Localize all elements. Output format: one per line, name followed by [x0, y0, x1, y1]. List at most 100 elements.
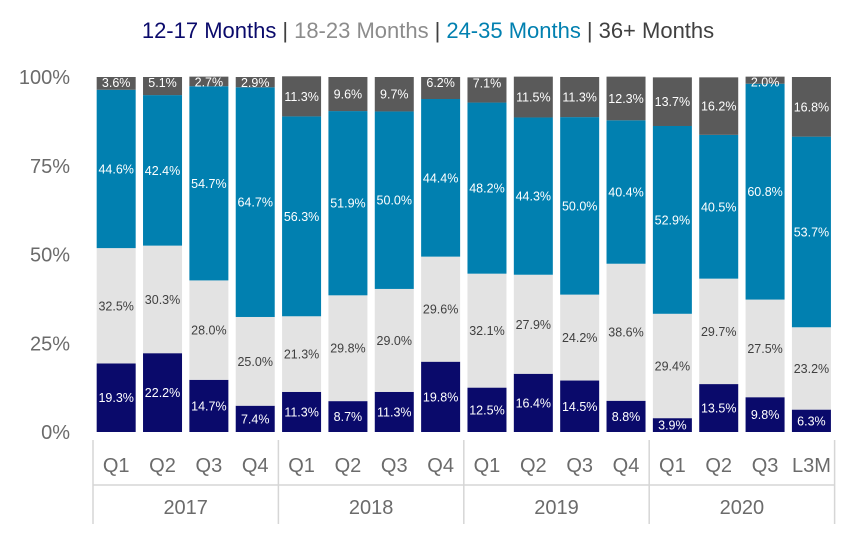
bar-segment-12-17-months — [560, 380, 600, 432]
y-tick-label: 0% — [41, 422, 70, 444]
data-label: 2.7% — [195, 76, 224, 90]
group-label: 2017 — [163, 497, 208, 519]
bar-segment-36-plus-months — [467, 77, 507, 103]
bar-segment-18-23-months — [791, 327, 831, 410]
bar-segment-12-17-months — [189, 379, 229, 432]
bar-segment-24-35-months — [96, 89, 136, 249]
data-label: 32.1% — [469, 324, 504, 338]
data-label: 48.2% — [469, 182, 504, 196]
data-label: 40.5% — [701, 200, 736, 214]
x-tick-label: Q1 — [288, 455, 315, 477]
bar-segment-36-plus-months — [143, 77, 183, 96]
data-label: 11.3% — [377, 405, 412, 419]
data-label: 50.0% — [377, 194, 412, 208]
bar-segment-24-35-months — [282, 116, 322, 317]
bar-segment-24-35-months — [652, 125, 692, 314]
x-tick-label: Q1 — [103, 455, 130, 477]
legend-item-24-35-months: 24-35 Months — [446, 18, 581, 43]
x-tick-label: Q1 — [474, 455, 501, 477]
bar-segment-18-23-months — [282, 316, 322, 392]
data-label: 30.3% — [145, 293, 180, 307]
data-label: 5.1% — [148, 76, 177, 90]
x-tick-label: Q3 — [196, 455, 223, 477]
data-label: 11.3% — [284, 405, 319, 419]
data-label: 11.3% — [284, 90, 319, 104]
data-label: 8.7% — [334, 410, 363, 424]
bar-segment-18-23-months — [745, 299, 785, 398]
bar-segment-12-17-months — [467, 387, 507, 432]
bar-segment-24-35-months — [467, 102, 507, 274]
x-tick-label: L3M — [792, 455, 831, 477]
bar-segment-24-35-months — [745, 83, 785, 300]
data-label: 13.7% — [655, 95, 690, 109]
data-label: 6.2% — [426, 76, 455, 90]
data-label: 7.1% — [473, 76, 502, 90]
bar-segment-12-17-months — [328, 401, 368, 432]
data-label: 56.3% — [284, 210, 319, 224]
data-label: 7.4% — [241, 412, 270, 426]
bar-segment-12-17-months — [374, 391, 414, 432]
bar-segment-24-35-months — [606, 120, 646, 264]
bar-segment-18-23-months — [421, 256, 461, 362]
x-tick-label: Q3 — [566, 455, 593, 477]
legend-item-36-plus-months: 36+ Months — [598, 18, 715, 43]
bar-segment-18-23-months — [374, 288, 414, 392]
bar-segment-18-23-months — [328, 295, 368, 402]
bar-segment-18-23-months — [560, 294, 600, 381]
legend-item-18-23-months: 18-23 Months — [294, 18, 429, 43]
legend-separator: | — [586, 18, 593, 43]
x-tick-label: Q2 — [149, 455, 176, 477]
bar-segment-24-35-months — [699, 134, 739, 279]
data-label: 44.6% — [98, 162, 133, 176]
data-label: 52.9% — [655, 213, 690, 227]
data-label: 13.5% — [701, 402, 736, 416]
data-label: 2.0% — [751, 76, 780, 90]
y-tick-label: 25% — [30, 333, 70, 355]
data-label: 12.5% — [469, 403, 504, 417]
data-label: 50.0% — [562, 199, 597, 213]
data-label: 60.8% — [747, 185, 782, 199]
bar-segment-36-plus-months — [374, 77, 414, 112]
bar-segment-12-17-months — [652, 418, 692, 432]
data-label: 12.3% — [608, 92, 643, 106]
data-label: 27.9% — [516, 318, 551, 332]
x-tick-label: Q2 — [520, 455, 547, 477]
bar-segment-36-plus-months — [282, 76, 322, 117]
bar-segment-18-23-months — [96, 248, 136, 364]
bar-segment-36-plus-months — [513, 76, 553, 118]
bar-segment-18-23-months — [235, 316, 275, 406]
bar-segment-36-plus-months — [96, 77, 136, 90]
data-label: 25.0% — [237, 355, 272, 369]
bar-segment-18-23-months — [513, 274, 553, 374]
data-label: 16.4% — [516, 396, 551, 410]
data-label: 44.3% — [516, 190, 551, 204]
data-label: 16.8% — [794, 100, 829, 114]
bar-segment-12-17-months — [282, 391, 322, 432]
data-label: 28.0% — [191, 324, 226, 338]
x-tick-label: Q4 — [427, 455, 454, 477]
bar-segment-12-17-months — [699, 384, 739, 432]
data-label: 22.2% — [145, 386, 180, 400]
bar-segment-18-23-months — [467, 273, 507, 388]
y-tick-label: 100% — [19, 67, 70, 89]
y-tick-label: 75% — [30, 156, 70, 178]
data-label: 38.6% — [608, 326, 643, 340]
data-label: 16.2% — [701, 100, 736, 114]
data-label: 6.3% — [797, 414, 826, 428]
bar-segment-24-35-months — [374, 111, 414, 289]
legend: 12-17 Months | 18-23 Months | 24-35 Months | 3… — [0, 16, 856, 46]
bar-segment-18-23-months — [143, 245, 183, 354]
x-tick-label: Q2 — [335, 455, 362, 477]
bar-segment-36-plus-months — [652, 77, 692, 126]
bar-segment-24-35-months — [421, 99, 461, 257]
legend-separator: | — [434, 18, 441, 43]
data-label: 8.8% — [612, 410, 641, 424]
data-label: 19.3% — [98, 391, 133, 405]
x-tick-label: Q3 — [752, 455, 779, 477]
data-label: 64.7% — [237, 196, 272, 210]
y-tick-label: 50% — [30, 245, 70, 267]
bar-segment-24-35-months — [143, 95, 183, 246]
bar-segment-36-plus-months — [606, 76, 646, 121]
bar-segment-18-23-months — [606, 263, 646, 401]
